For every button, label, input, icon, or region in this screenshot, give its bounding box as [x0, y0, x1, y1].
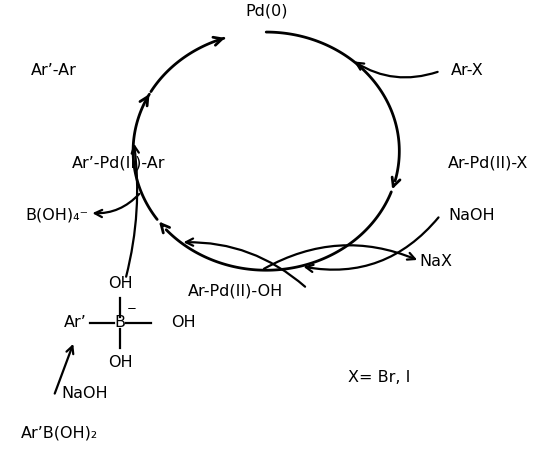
Text: NaX: NaX	[420, 254, 453, 268]
Text: Ar-Pd(II)-X: Ar-Pd(II)-X	[448, 155, 528, 170]
Text: Ar’-Pd(II)-Ar: Ar’-Pd(II)-Ar	[72, 155, 165, 170]
Text: −: −	[126, 302, 136, 315]
Text: X= Br, I: X= Br, I	[348, 371, 410, 385]
Text: NaOH: NaOH	[62, 387, 108, 401]
Text: Pd(0): Pd(0)	[245, 4, 287, 19]
Text: Ar-X: Ar-X	[450, 64, 483, 78]
Text: Ar-Pd(II)-OH: Ar-Pd(II)-OH	[188, 284, 283, 298]
Text: B(OH)₄⁻: B(OH)₄⁻	[25, 208, 89, 223]
Text: B: B	[115, 316, 126, 330]
Text: OH: OH	[172, 316, 196, 330]
Text: Ar’: Ar’	[64, 316, 87, 330]
Text: OH: OH	[108, 355, 133, 370]
Text: OH: OH	[108, 276, 133, 291]
Text: Ar’-Ar: Ar’-Ar	[31, 64, 77, 78]
Text: NaOH: NaOH	[448, 208, 495, 223]
Text: Ar’B(OH)₂: Ar’B(OH)₂	[21, 425, 98, 440]
